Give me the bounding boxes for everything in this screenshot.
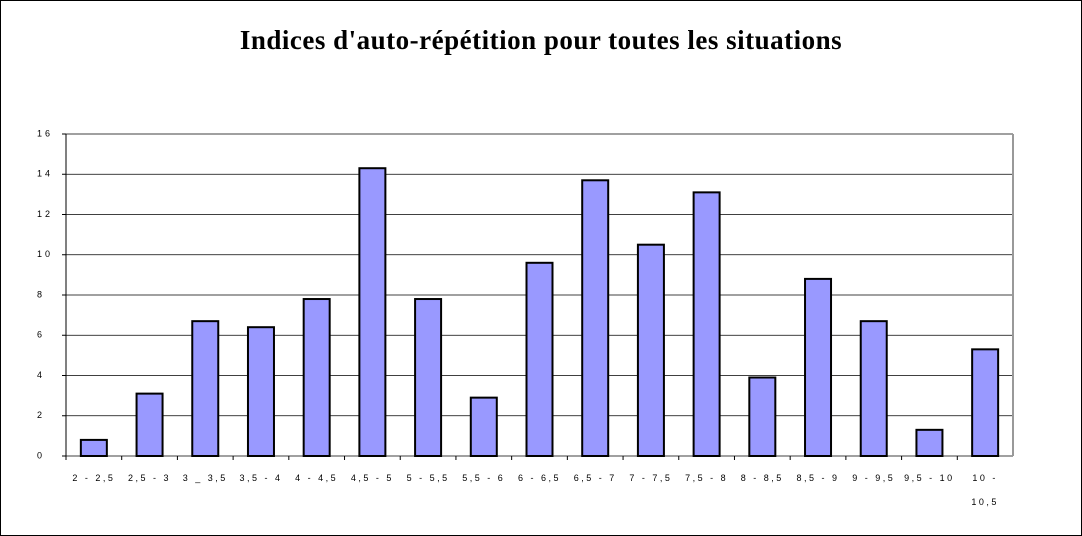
y-tick-label: 8: [37, 289, 45, 299]
y-tick-label: 4: [37, 370, 45, 380]
y-tick-label: 12: [37, 209, 53, 219]
x-tick-label: 7 - 7,5: [629, 473, 673, 483]
bar: [859, 320, 888, 457]
bar: [692, 191, 721, 458]
y-tick-label: 10: [37, 249, 53, 259]
x-tick-label: 6,5 - 7: [573, 473, 617, 483]
bar: [804, 277, 833, 457]
bar: [246, 326, 275, 458]
x-tick-label: 8,5 - 9: [796, 473, 840, 483]
x-tick-label: 6 - 6,5: [517, 473, 561, 483]
chart-title: Indices d'auto-répétition pour toutes le…: [239, 25, 843, 55]
bar: [191, 320, 220, 457]
bar: [581, 179, 610, 457]
bar: [135, 392, 164, 457]
x-tick-label: 3 _ 3,5: [182, 473, 228, 483]
x-tick-label: 4 - 4,5: [295, 473, 339, 483]
x-tick-label: 5 - 5,5: [406, 473, 450, 483]
y-tick-label: 2: [37, 410, 45, 420]
bar: [971, 348, 1000, 457]
bar: [358, 167, 387, 457]
bar: [915, 428, 944, 457]
x-tick-label: 2 - 2,5: [72, 473, 116, 483]
y-tick-label: 16: [37, 128, 53, 138]
bar: [414, 298, 443, 457]
x-tick-label: 2,5 - 3: [128, 473, 172, 483]
bar: [302, 298, 331, 457]
x-tick-label: 9 - 9,5: [852, 473, 896, 483]
y-tick-label: 6: [37, 330, 45, 340]
bar: [636, 243, 665, 457]
bar: [79, 438, 108, 457]
x-tick-label: 4,5 - 5: [350, 473, 394, 483]
x-tick-label: 7,5 - 8: [685, 473, 729, 483]
bar: [525, 261, 554, 457]
x-tick-label: 9,5 - 10: [904, 473, 955, 483]
x-tick-label: 3,5 - 4: [239, 473, 283, 483]
x-tick-label: 5,5 - 6: [462, 473, 506, 483]
bar: [748, 376, 777, 458]
y-tick-label: 14: [37, 169, 53, 179]
y-tick-label: 0: [37, 450, 45, 460]
bar: [469, 396, 498, 458]
x-tick-label: 10 - 10,5: [971, 473, 999, 507]
x-tick-label: 8 - 8,5: [740, 473, 784, 483]
